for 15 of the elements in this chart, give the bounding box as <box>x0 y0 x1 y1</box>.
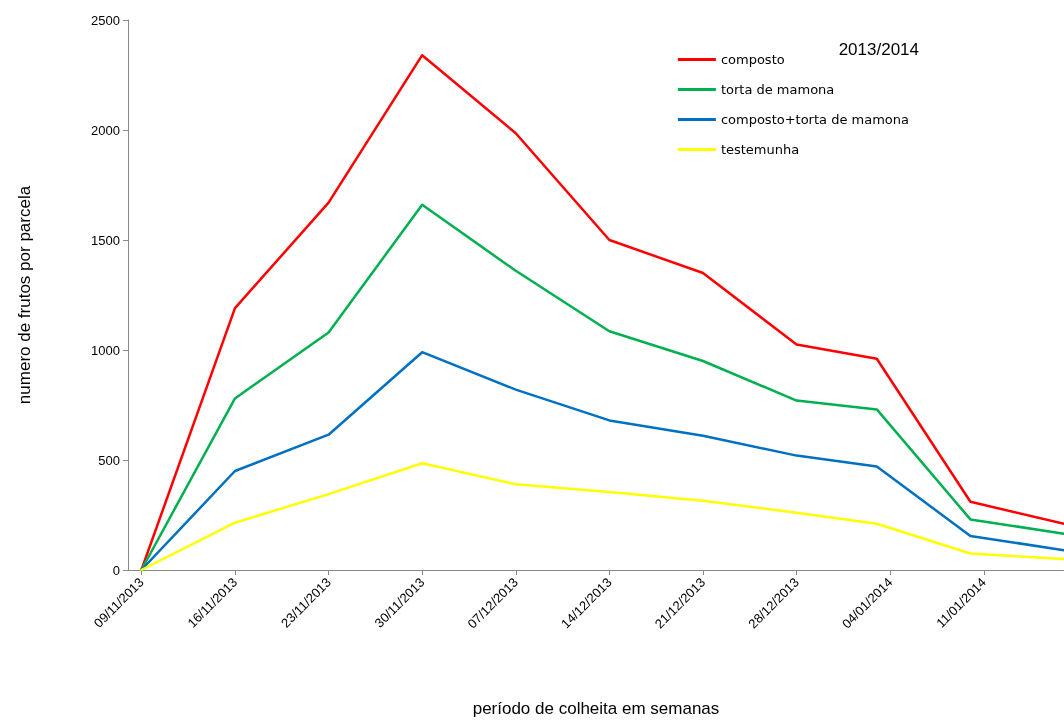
y-tick-label: 0 <box>112 562 120 578</box>
line-series <box>140 462 1064 572</box>
y-tick-label: 1500 <box>91 232 120 248</box>
text: 2013/2014 <box>838 40 920 59</box>
legend-label: testemunha <box>720 142 800 157</box>
legend-label: composto <box>720 52 785 67</box>
y-tick-label: 500 <box>98 452 120 468</box>
x-axis-title: período de colheita em semanas <box>472 699 720 718</box>
y-tick-label: 2500 <box>91 12 120 28</box>
y-axis-title: numero de frutos por parcela <box>15 185 34 405</box>
legend-label: torta de mamona <box>720 82 835 97</box>
y-tick-label: 2000 <box>91 122 120 138</box>
y-tick-label: 1000 <box>91 342 120 358</box>
legend-label: composto+torta de mamona <box>720 112 910 127</box>
line-series <box>140 350 1064 572</box>
